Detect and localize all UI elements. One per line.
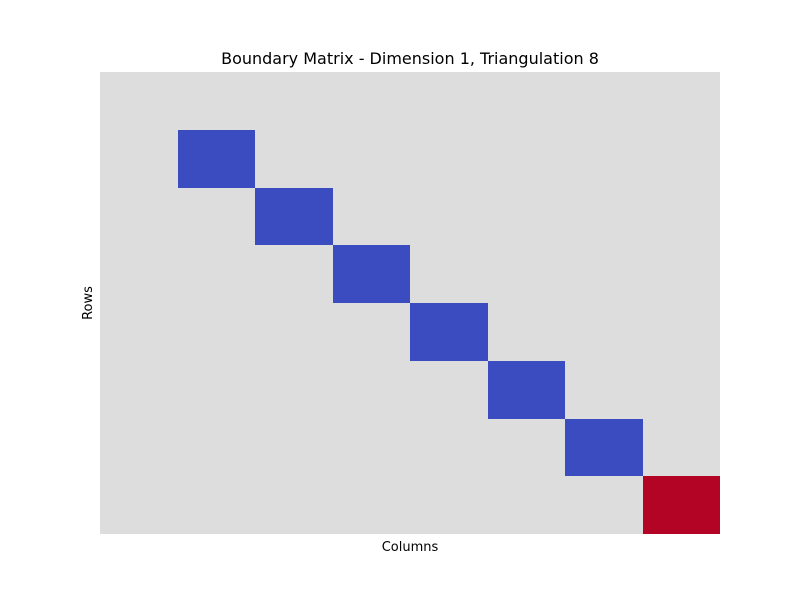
heatmap-cell-r6-c4 (410, 419, 488, 476)
heatmap-cell-r3-c6 (565, 245, 643, 303)
heatmap-cell-r5-c6 (565, 361, 643, 419)
heatmap-cell-r3-c2 (255, 245, 333, 303)
heatmap-cell-r1-c5 (488, 130, 565, 188)
heatmap-cell-r0-c1 (178, 72, 255, 130)
y-axis-label: Rows (81, 286, 96, 320)
heatmap-cell-r6-c5 (488, 419, 565, 476)
heatmap-cell-r4-c3 (333, 303, 410, 361)
heatmap-cell-r3-c0 (100, 245, 178, 303)
heatmap-cell-r2-c3 (333, 188, 410, 245)
heatmap-cell-r5-c1 (178, 361, 255, 419)
heatmap-cell-r4-c1 (178, 303, 255, 361)
heatmap-cell-r0-c2 (255, 72, 333, 130)
heatmap-cell-r1-c7 (643, 130, 720, 188)
heatmap-cell-r2-c6 (565, 188, 643, 245)
heatmap-cell-r5-c5 (488, 361, 565, 419)
heatmap-cell-r7-c7 (643, 476, 720, 534)
chart-title: Boundary Matrix - Dimension 1, Triangula… (221, 49, 599, 68)
heatmap-cell-r6-c3 (333, 419, 410, 476)
heatmap-cell-r6-c0 (100, 419, 178, 476)
heatmap-cell-r2-c5 (488, 188, 565, 245)
heatmap-cell-r3-c3 (333, 245, 410, 303)
heatmap-cell-r0-c7 (643, 72, 720, 130)
heatmap-cell-r6-c2 (255, 419, 333, 476)
heatmap-cell-r3-c1 (178, 245, 255, 303)
heatmap-cell-r0-c6 (565, 72, 643, 130)
heatmap-cell-r4-c4 (410, 303, 488, 361)
heatmap-cell-r0-c4 (410, 72, 488, 130)
heatmap-cell-r0-c3 (333, 72, 410, 130)
heatmap-cell-r0-c5 (488, 72, 565, 130)
heatmap-cell-r6-c1 (178, 419, 255, 476)
heatmap-cell-r5-c3 (333, 361, 410, 419)
heatmap-cell-r4-c5 (488, 303, 565, 361)
heatmap-cell-r2-c4 (410, 188, 488, 245)
heatmap-cell-r6-c6 (565, 419, 643, 476)
heatmap-cell-r1-c2 (255, 130, 333, 188)
heatmap-cell-r7-c2 (255, 476, 333, 534)
heatmap-cell-r7-c4 (410, 476, 488, 534)
heatmap-cell-r6-c7 (643, 419, 720, 476)
heatmap-cell-r5-c2 (255, 361, 333, 419)
heatmap-cell-r7-c5 (488, 476, 565, 534)
heatmap-cell-r1-c0 (100, 130, 178, 188)
heatmap-cell-r5-c0 (100, 361, 178, 419)
heatmap-cells (100, 72, 720, 534)
heatmap-cell-r4-c7 (643, 303, 720, 361)
heatmap-cell-r0-c0 (100, 72, 178, 130)
heatmap-cell-r1-c3 (333, 130, 410, 188)
heatmap-cell-r4-c6 (565, 303, 643, 361)
heatmap-cell-r3-c7 (643, 245, 720, 303)
heatmap-cell-r1-c4 (410, 130, 488, 188)
heatmap-cell-r3-c5 (488, 245, 565, 303)
heatmap-cell-r2-c1 (178, 188, 255, 245)
heatmap-cell-r2-c2 (255, 188, 333, 245)
heatmap-cell-r1-c6 (565, 130, 643, 188)
x-axis-label: Columns (382, 540, 439, 555)
heatmap-cell-r5-c4 (410, 361, 488, 419)
heatmap-cell-r3-c4 (410, 245, 488, 303)
heatmap-cell-r2-c0 (100, 188, 178, 245)
heatmap-cell-r7-c3 (333, 476, 410, 534)
heatmap-cell-r7-c1 (178, 476, 255, 534)
heatmap-cell-r4-c0 (100, 303, 178, 361)
heatmap-cell-r1-c1 (178, 130, 255, 188)
heatmap-cell-r4-c2 (255, 303, 333, 361)
heatmap-cell-r7-c0 (100, 476, 178, 534)
heatmap-cell-r2-c7 (643, 188, 720, 245)
heatmap-cell-r5-c7 (643, 361, 720, 419)
heatmap-cell-r7-c6 (565, 476, 643, 534)
